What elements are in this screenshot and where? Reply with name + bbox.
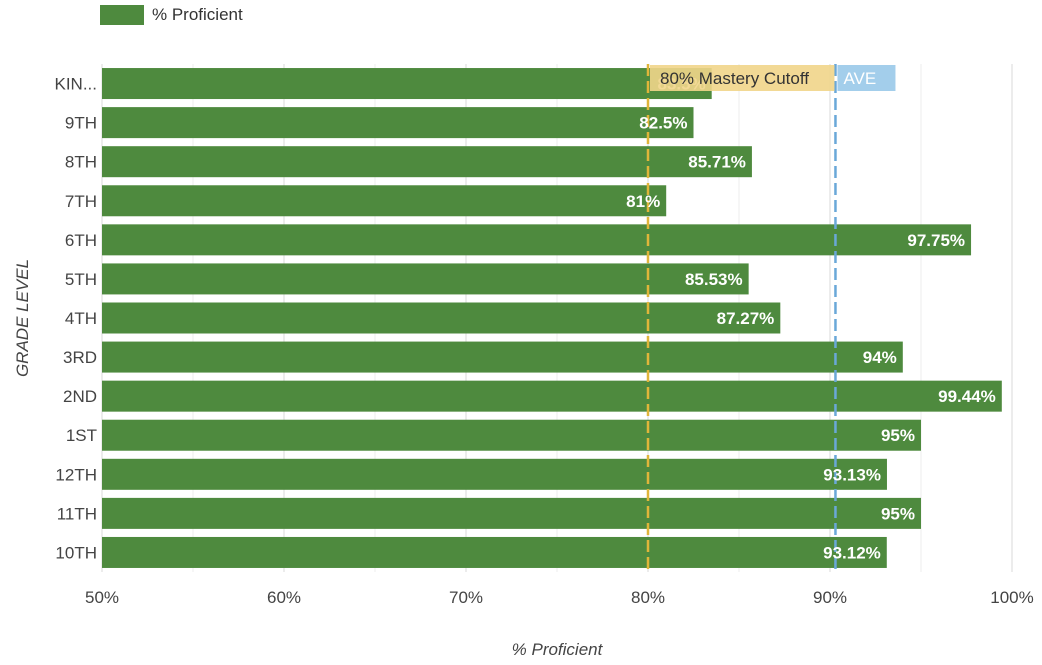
legend: % Proficient bbox=[100, 5, 243, 25]
legend-swatch bbox=[100, 5, 144, 25]
reference-label-bg bbox=[837, 65, 896, 91]
bar bbox=[102, 458, 887, 490]
bar bbox=[102, 341, 903, 373]
data-label: 97.75% bbox=[907, 231, 965, 250]
bar bbox=[102, 185, 667, 217]
data-label: 99.44% bbox=[938, 387, 996, 406]
x-axis-label: % Proficient bbox=[512, 640, 604, 659]
bar bbox=[102, 536, 887, 568]
reference-label: AVE bbox=[843, 69, 876, 88]
data-label: 87.27% bbox=[717, 309, 775, 328]
data-label: 93.12% bbox=[823, 543, 881, 562]
data-label: 85.53% bbox=[685, 270, 743, 289]
bar bbox=[102, 302, 781, 334]
y-tick-label: 4TH bbox=[65, 309, 97, 328]
x-tick-label: 50% bbox=[85, 588, 119, 607]
data-label: 94% bbox=[863, 348, 897, 367]
y-tick-label: 9TH bbox=[65, 114, 97, 133]
y-tick-label: 7TH bbox=[65, 192, 97, 211]
legend-label: % Proficient bbox=[152, 5, 243, 24]
bar bbox=[102, 380, 1002, 412]
x-tick-label: 70% bbox=[449, 588, 483, 607]
bar bbox=[102, 68, 712, 100]
y-tick-label: 8TH bbox=[65, 153, 97, 172]
x-tick-label: 60% bbox=[267, 588, 301, 607]
bar bbox=[102, 419, 921, 451]
x-tick-label: 100% bbox=[990, 588, 1033, 607]
y-tick-label: 2ND bbox=[63, 387, 97, 406]
y-tick-label: 10TH bbox=[55, 543, 97, 562]
data-label: 82.5% bbox=[639, 114, 687, 133]
data-label: 95% bbox=[881, 426, 915, 445]
x-tick-label: 80% bbox=[631, 588, 665, 607]
bar bbox=[102, 107, 694, 139]
bar bbox=[102, 263, 749, 295]
reference-label-bg bbox=[650, 65, 835, 91]
data-label: 85.71% bbox=[688, 153, 746, 172]
bar bbox=[102, 224, 972, 256]
y-tick-label: KIN... bbox=[54, 75, 97, 94]
y-tick-label: 11TH bbox=[57, 504, 97, 523]
data-label: 95% bbox=[881, 504, 915, 523]
y-tick-label: 6TH bbox=[65, 231, 97, 250]
y-tick-label: 1ST bbox=[66, 426, 97, 445]
x-tick-label: 90% bbox=[813, 588, 847, 607]
y-tick-label: 12TH bbox=[55, 465, 97, 484]
y-tick-label: 3RD bbox=[63, 348, 97, 367]
reference-label: 80% Mastery Cutoff bbox=[660, 69, 809, 88]
data-label: 93.13% bbox=[823, 465, 881, 484]
bar bbox=[102, 497, 921, 529]
bar bbox=[102, 146, 752, 178]
y-axis-label: GRADE LEVEL bbox=[13, 259, 32, 377]
y-tick-label: 5TH bbox=[65, 270, 97, 289]
data-label: 81% bbox=[626, 192, 660, 211]
